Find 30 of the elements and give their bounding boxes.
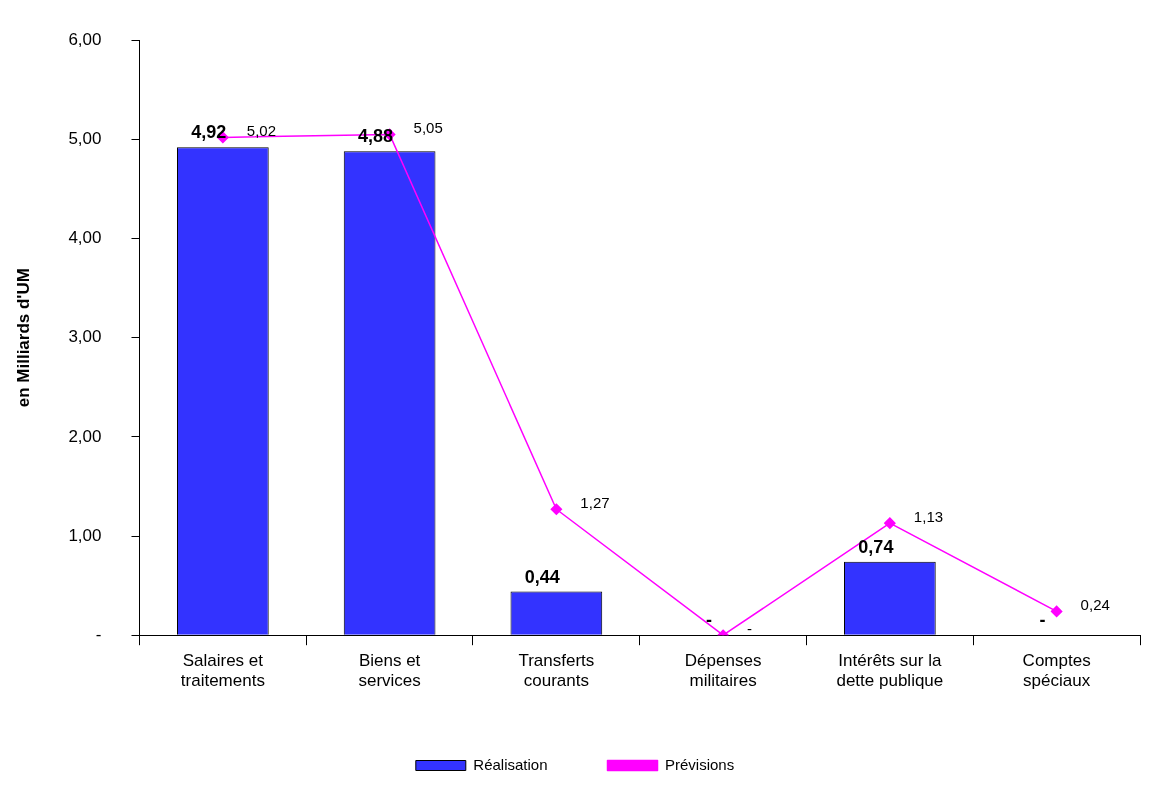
point [1050,605,1063,618]
data-label: 0,44 [524,566,560,587]
data-label: 0,74 [858,536,894,557]
data-label: 5,02 [246,122,277,140]
data-label: 4,92 [191,122,227,143]
x-tick-label: Salaires et traitements [180,651,265,691]
y-axis-title: en Milliards d'UM [13,268,33,408]
y-tick-label: 2,00 [68,426,102,446]
point [884,517,896,529]
x-tick-label: Comptes spéciaux [1022,651,1091,691]
data-label: 0,24 [1080,596,1110,614]
data-label: - [706,610,713,631]
y-tick-label: 4,00 [68,228,102,248]
y-tick-label: 6,00 [68,29,102,49]
data-label: 1,13 [913,507,944,525]
data-label: 1,27 [580,493,610,511]
point [550,503,563,516]
legend-label: Réalisation [473,755,548,773]
x-tick-label: Transferts courants [518,651,595,691]
y-tick-label: 3,00 [68,327,102,347]
data-label: - [1039,610,1046,631]
legend-label: Prévisions [665,755,735,773]
x-tick-label: Intérêts sur la dette publique [836,651,944,691]
data-label: - [747,619,753,637]
x-tick-label: Biens et services [358,651,421,691]
y-tick-label: 5,00 [68,129,102,149]
y-tick-label: 1,00 [68,525,102,545]
x-tick-label: Dépenses militaires [684,651,762,691]
data-label: 5,05 [413,119,443,137]
y-tick-label: - [95,624,102,644]
